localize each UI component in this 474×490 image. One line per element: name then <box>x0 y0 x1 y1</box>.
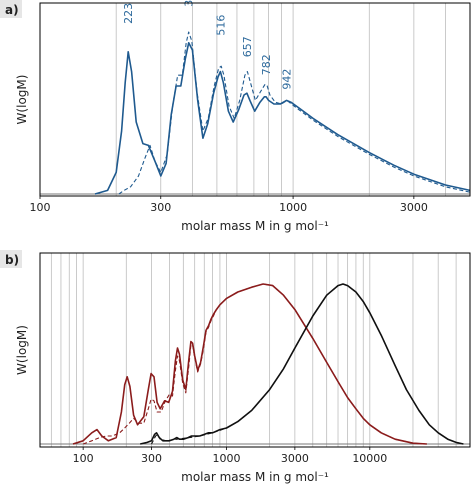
y-axis-label-a: W(logM) <box>15 75 29 125</box>
series-line-dashed <box>151 283 464 445</box>
x-tick-label: 100 <box>30 201 51 214</box>
panel-label-b: b) <box>5 253 19 267</box>
x-tick-labels-a: 100 300 1000 3000 <box>30 196 428 214</box>
x-tick-label: 300 <box>141 452 162 465</box>
y-axis-label-b: W(logM) <box>15 325 29 375</box>
x-axis-label-b: molar mass M in g mol⁻¹ <box>181 470 329 484</box>
chart-panel-b: b) 100 300 1000 3000 10000 molar mass M in g… <box>0 250 471 484</box>
peak-label: 657 <box>241 36 254 57</box>
x-tick-label: 1000 <box>279 201 307 214</box>
peak-label: 223 <box>122 3 135 24</box>
x-axis-label-a: molar mass M in g mol⁻¹ <box>181 219 329 233</box>
peak-label: 516 <box>214 15 227 36</box>
peak-label: 782 <box>260 54 273 75</box>
peak-labels-a: 223387516657782942 <box>122 0 293 90</box>
grid-a <box>115 3 446 196</box>
panel-label-box-a <box>0 0 22 18</box>
series-line-dashed <box>118 31 471 195</box>
x-tick-label: 100 <box>73 452 94 465</box>
plot-frame-a <box>39 2 471 197</box>
panel-label-a: a) <box>5 3 19 17</box>
x-tick-labels-b: 100 300 1000 3000 10000 <box>73 447 387 465</box>
x-tick-label: 3000 <box>281 452 309 465</box>
plot-frame-b <box>39 252 471 448</box>
peak-label: 942 <box>281 69 294 90</box>
series-line-solid <box>94 42 471 195</box>
grid-b <box>50 253 457 447</box>
series-line-dashed <box>82 283 427 445</box>
series-group-b <box>72 283 464 445</box>
panel-label-box-b <box>0 250 22 268</box>
x-tick-label: 10000 <box>352 452 387 465</box>
x-tick-label: 300 <box>150 201 171 214</box>
series-group-a <box>94 31 471 195</box>
x-tick-label: 3000 <box>400 201 428 214</box>
x-tick-label: 1000 <box>212 452 240 465</box>
